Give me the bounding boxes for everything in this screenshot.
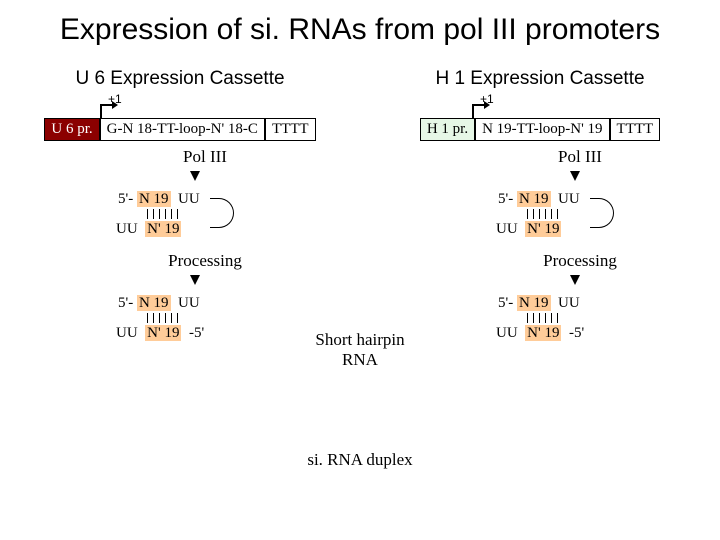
duplex-bot: UU N' 19 -5'	[496, 325, 584, 342]
processing-label-right: Processing	[440, 251, 720, 271]
plus1-label: +1	[480, 92, 494, 106]
down-arrow-icon	[190, 275, 200, 285]
right-column: H 1 Expression Cassette +1 H 1 pr. N 19-…	[360, 48, 720, 345]
base-pairs-icon	[527, 209, 558, 219]
slide-title: Expression of si. RNAs from pol III prom…	[0, 0, 720, 48]
down-arrow-icon	[190, 171, 200, 181]
loop-icon	[210, 198, 234, 228]
processing-label-left: Processing	[50, 251, 360, 271]
hairpin-bot: UU N' 19	[116, 221, 181, 238]
h1-subtitle: H 1 Expression Cassette	[360, 68, 720, 90]
hairpin-bot: UU N' 19	[496, 221, 561, 238]
plus1-label: +1	[108, 92, 122, 106]
pol3-label-right: Pol III	[440, 147, 720, 167]
hairpin-top: 5'- N 19 UU	[498, 191, 580, 208]
left-column: U 6 Expression Cassette +1 U 6 pr. G-N 1…	[0, 48, 360, 345]
h1-promoter-box: H 1 pr.	[420, 118, 475, 141]
duplex-bot: UU N' 19 -5'	[116, 325, 204, 342]
h1-seq-box: N 19-TT-loop-N' 19	[475, 118, 609, 141]
u6-seq-box: G-N 18-TT-loop-N' 18-C	[100, 118, 265, 141]
h1-cassette: H 1 pr. N 19-TT-loop-N' 19 TTTT	[360, 118, 720, 141]
u6-subtitle: U 6 Expression Cassette	[0, 68, 360, 90]
base-pairs-icon	[527, 313, 558, 323]
loop-icon	[590, 198, 614, 228]
down-arrow-icon	[570, 171, 580, 181]
hairpin-right: 5'- N 19 UU UU N' 19	[360, 189, 720, 249]
base-pairs-icon	[147, 313, 178, 323]
hairpin-top: 5'- N 19 UU	[118, 191, 200, 208]
duplex-top: 5'- N 19 UU	[498, 295, 580, 312]
base-pairs-icon	[147, 209, 178, 219]
u6-cassette: U 6 pr. G-N 18-TT-loop-N' 18-C TTTT	[0, 118, 360, 141]
tss-arrow-icon	[472, 104, 490, 118]
hairpin-left: 5'- N 19 UU UU N' 19	[0, 189, 360, 249]
pol3-label-left: Pol III	[50, 147, 360, 167]
duplex-top: 5'- N 19 UU	[118, 295, 200, 312]
down-arrow-icon	[570, 275, 580, 285]
u6-term-box: TTTT	[265, 118, 316, 141]
tss-arrow-icon	[100, 104, 118, 118]
sirna-duplex-label: si. RNA duplex	[300, 450, 420, 470]
h1-term-box: TTTT	[610, 118, 661, 141]
short-hairpin-label: Short hairpin RNA	[300, 330, 420, 370]
u6-promoter-box: U 6 pr.	[44, 118, 99, 141]
